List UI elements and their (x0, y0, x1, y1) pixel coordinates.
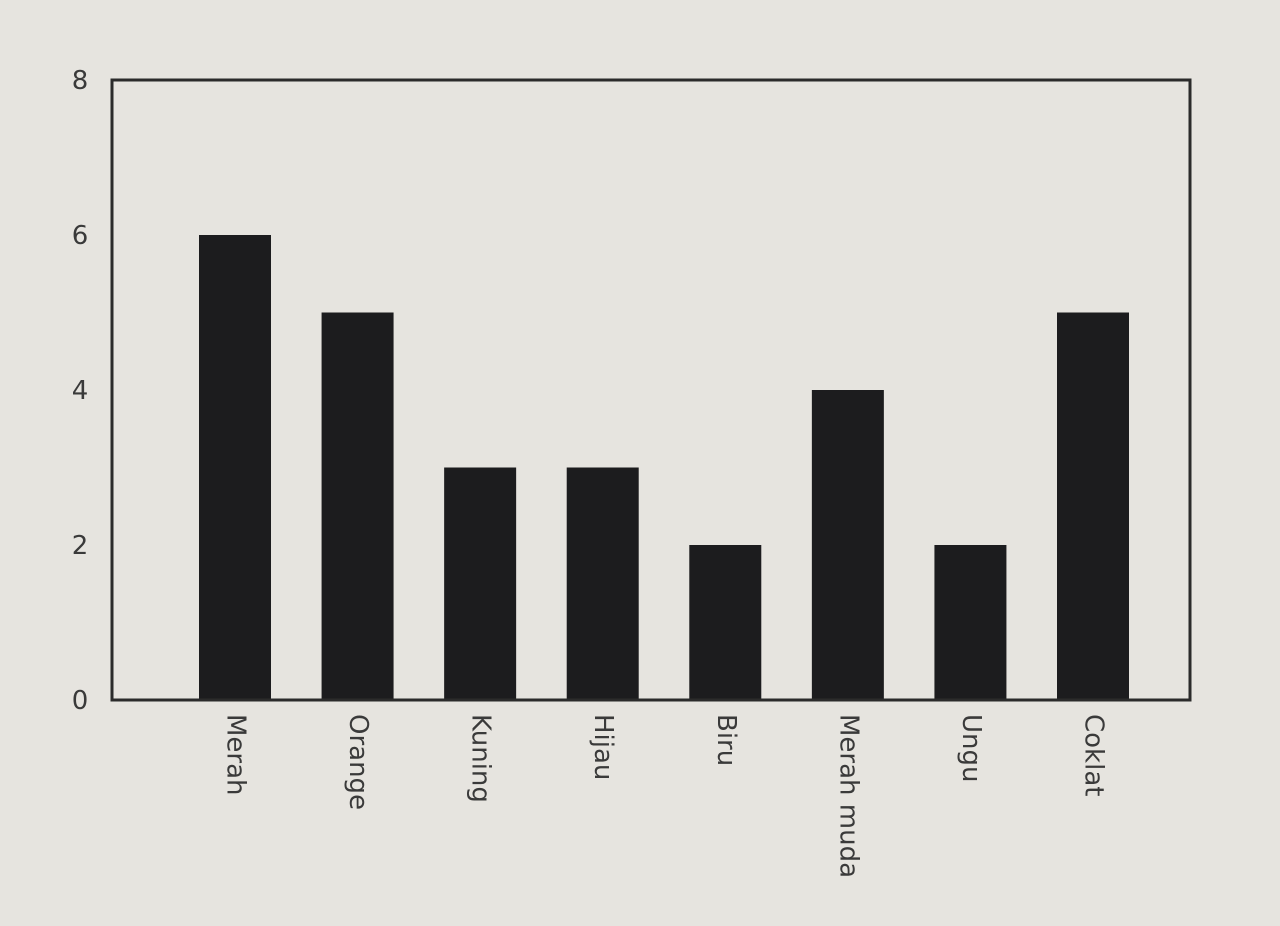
bar (811, 390, 884, 700)
bars-layer (199, 235, 1129, 700)
y-tick-label: 8 (72, 66, 89, 96)
y-tick-label: 0 (72, 686, 89, 716)
x-tick-label: Coklat (1079, 714, 1109, 796)
x-tick-label: Biru (711, 714, 741, 766)
plot-frame (110, 78, 1192, 702)
bar (321, 312, 394, 700)
x-axis-labels: Merah Orange Kuning Hijau Biru Merah muda Ungu… (221, 714, 1109, 878)
bar (199, 235, 271, 700)
bar (444, 467, 517, 700)
x-tick-label: Hijau (588, 714, 618, 780)
y-tick-label: 2 (72, 531, 89, 561)
x-tick-label: Merah (221, 714, 251, 796)
bar (566, 467, 639, 700)
bar (1057, 312, 1129, 700)
x-tick-label: Ungu (956, 714, 986, 783)
y-tick-label: 4 (72, 376, 89, 406)
x-tick-label: Merah muda (833, 714, 863, 878)
y-axis-ticks: 0 2 4 6 8 (72, 66, 89, 716)
bar (689, 545, 762, 700)
x-tick-label: Kuning (466, 714, 496, 803)
x-tick-label: Orange (343, 714, 373, 810)
bar (934, 545, 1007, 700)
y-tick-label: 6 (72, 221, 89, 251)
